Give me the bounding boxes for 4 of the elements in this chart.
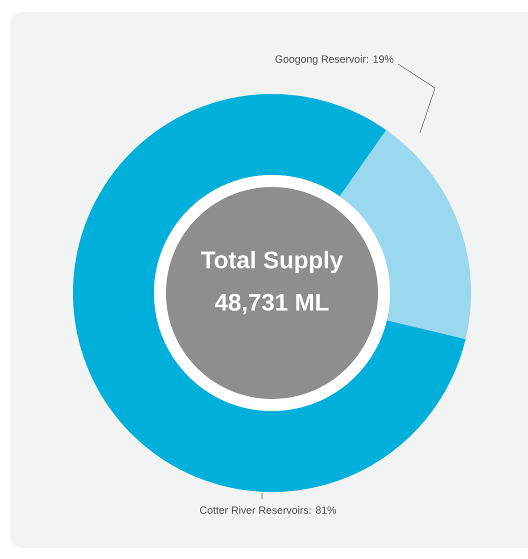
text: Total Supply (201, 250, 343, 274)
text: 48,731 ML (215, 294, 329, 314)
slice-label: Googong Reservoir: 19% (275, 55, 394, 65)
slice-label: Cotter River Reservoirs: 81% (200, 506, 336, 514)
